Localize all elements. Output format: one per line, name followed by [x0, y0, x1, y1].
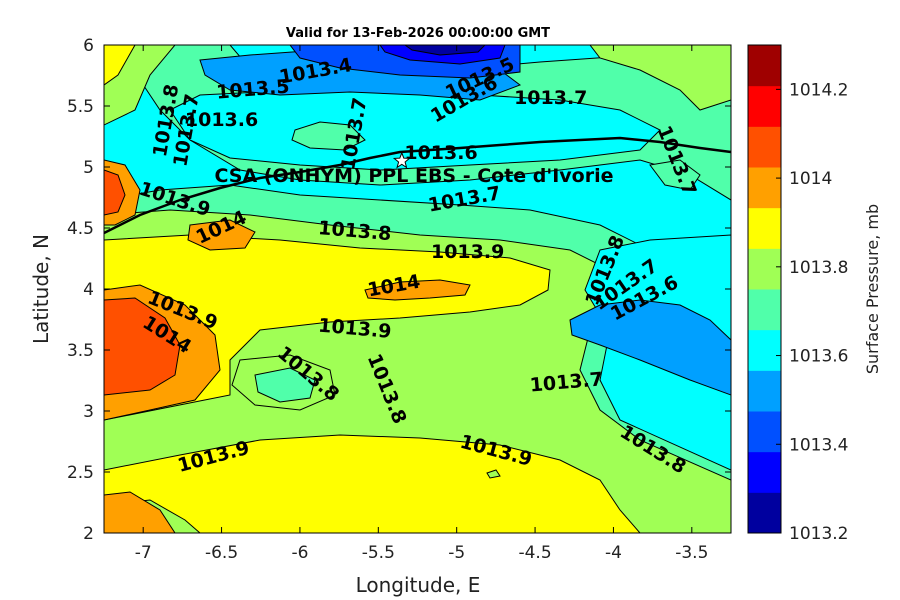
- site-annotation-text: CSA (ONHYM) PPL EBS - Cote d'Ivorie: [214, 165, 613, 187]
- colorbar: 1013.2 1013.4 1013.6 1013.8 1014 1014.2: [747, 44, 848, 544]
- pressure-band-1013.2-north: [404, 45, 486, 56]
- y-tick-label: 2.5: [67, 463, 94, 483]
- pressure-band-1013.7-island-3.3: [254, 367, 316, 403]
- pressure-band-1013.7-east-lobe: [649, 159, 701, 191]
- x-axis-label: Longitude, E: [356, 573, 481, 597]
- pressure-band-1014-central: [364, 279, 471, 301]
- y-axis-ticks: 2 2.5 3 3.5 4 4.5 5 5.5 6: [67, 36, 731, 544]
- y-tick-label: 5: [83, 158, 94, 178]
- colorbar-segment: [748, 370, 781, 412]
- colorbar-segment: [748, 85, 781, 127]
- y-tick-label: 2: [83, 524, 94, 544]
- site-annotation: CSA (ONHYM) PPL EBS - Cote d'Ivorie: [214, 151, 614, 187]
- x-tick-label: -4: [605, 543, 622, 563]
- colorbar-segment: [748, 289, 781, 331]
- pressure-band-1013.7-island-north: [291, 121, 366, 151]
- y-tick-label: 6: [83, 36, 94, 56]
- contour-label: 1013.6: [185, 109, 258, 131]
- pressure-band-1013.9-south: [104, 434, 641, 533]
- colorbar-tick-label: 1014: [789, 169, 832, 189]
- x-tick-label: -6: [291, 543, 308, 563]
- y-tick-label: 3: [83, 402, 94, 422]
- colorbar-segment: [748, 492, 781, 534]
- x-tick-label: -4.5: [518, 543, 551, 563]
- x-tick-label: -6.5: [205, 543, 238, 563]
- colorbar-tick-label: 1013.4: [789, 435, 848, 455]
- y-tick-label: 4: [83, 280, 94, 300]
- x-tick-label: -5.5: [362, 543, 395, 563]
- pressure-band-1014-sw-corner: [104, 491, 176, 533]
- x-tick-label: -3.5: [675, 543, 708, 563]
- colorbar-segment: [748, 451, 781, 493]
- colorbar-segment: [748, 248, 781, 290]
- colorbar-segment: [748, 207, 781, 249]
- pressure-band-1014.1-nw-inlet: [104, 169, 126, 216]
- pressure-band-1014.1-west: [104, 297, 181, 396]
- plot-area: [104, 45, 731, 533]
- colorbar-tick-label: 1013.2: [789, 524, 848, 544]
- coastline: [104, 136, 731, 235]
- y-tick-label: 3.5: [67, 341, 94, 361]
- pressure-band-1013.5-east: [569, 299, 731, 396]
- colorbar-frame: [747, 44, 782, 534]
- y-tick-label: 5.5: [67, 97, 94, 117]
- x-axis-ticks: -7 -6.5 -6 -5.5 -5 -4.5 -4 -3.5: [135, 45, 708, 563]
- pressure-band-1013.8-dot: [486, 469, 501, 479]
- pressure-band-1014-4.5: [187, 219, 256, 251]
- contour-label: 1013.7: [514, 87, 587, 109]
- pressure-band-1013.8-ne-corner: [589, 45, 731, 111]
- chart-title: Valid for 13-Feb-2026 00:00:00 GMT: [286, 26, 550, 41]
- colorbar-segment: [748, 329, 781, 371]
- x-tick-label: -5: [448, 543, 465, 563]
- colorbar-tick-label: 1014.2: [789, 80, 848, 100]
- colorbar-segment: [748, 411, 781, 453]
- colorbar-segment: [748, 167, 781, 209]
- y-axis-label: Latitude, N: [29, 234, 53, 344]
- colorbar-label: Surface Pressure, mb: [863, 204, 882, 374]
- site-marker-star: [392, 151, 411, 169]
- colorbar-tick-label: 1013.6: [789, 347, 848, 367]
- pressure-band-1013.9-nw: [104, 45, 136, 86]
- x-tick-label: -7: [135, 543, 152, 563]
- colorbar-segment: [748, 126, 781, 168]
- contour-label: 1013.6: [404, 142, 477, 164]
- colorbar-segment: [748, 45, 781, 87]
- y-tick-label: 4.5: [67, 219, 94, 239]
- contour-label: 1013.9: [431, 241, 504, 263]
- colorbar-tick-label: 1013.8: [789, 258, 848, 278]
